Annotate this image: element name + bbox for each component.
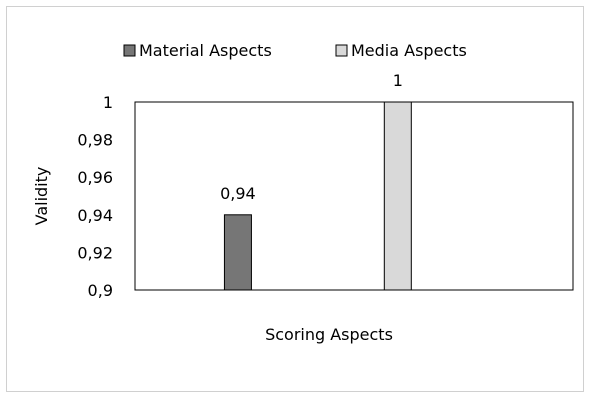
y-axis-ticks: 0,9 0,92 0,94 0,96 0,98 1	[77, 93, 113, 300]
bar-media-aspects	[383, 101, 412, 291]
chart-frame: Material Aspects Media Aspects 0,9 0,92 0,9…	[6, 6, 584, 392]
y-tick-label: 0,9	[88, 281, 113, 300]
legend-swatch	[335, 44, 348, 57]
y-axis-label: Validity	[32, 167, 51, 226]
plot-area	[134, 101, 574, 291]
data-labels: 0,94 1	[220, 71, 403, 203]
legend-label: Media Aspects	[351, 41, 467, 60]
x-axis-label: Scoring Aspects	[265, 325, 393, 344]
bars	[223, 101, 412, 291]
y-tick-label: 0,98	[77, 131, 113, 150]
y-tick-label: 0,94	[77, 206, 113, 225]
chart-legend: Material Aspects Media Aspects	[123, 41, 467, 60]
legend-swatch	[123, 44, 136, 57]
y-tick-label: 1	[103, 93, 113, 112]
bar-chart: Material Aspects Media Aspects 0,90,920,9…	[32, 41, 574, 344]
legend-label: Material Aspects	[139, 41, 272, 60]
y-tick-label: 0,96	[77, 168, 113, 187]
y-tick-label: 0,92	[77, 243, 113, 262]
data-label: 1	[393, 71, 403, 90]
bar-material-aspects	[223, 214, 252, 291]
data-label: 0,94	[220, 184, 256, 203]
